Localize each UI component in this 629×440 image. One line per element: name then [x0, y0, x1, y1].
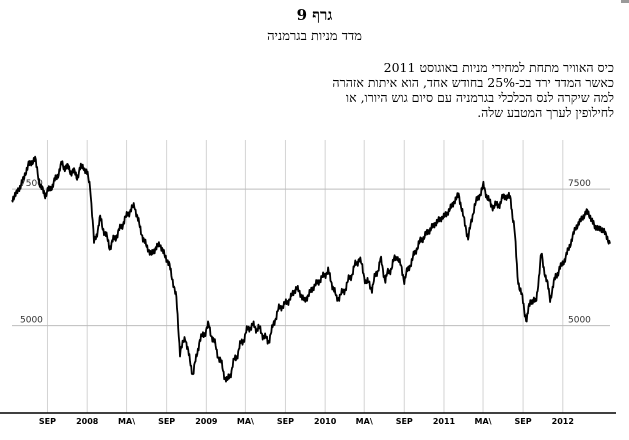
x-tick-label: SEP	[158, 417, 175, 426]
x-tick-label: 2011	[433, 417, 456, 426]
y-tick-label-right: 7500	[568, 179, 591, 189]
caption-line: כיס האוויר מתחת למחירי מניות באוגוסט 201…	[383, 60, 614, 75]
x-tick-label: MA\	[356, 417, 373, 426]
y-tick-label-left: 5000	[20, 316, 43, 326]
caption-line: כאשר המדד ירד בכ-25% בחודש אחד, הוא איתו…	[332, 75, 614, 90]
y-tick-label-left: 7500	[20, 179, 43, 189]
x-tick-label: MA\	[237, 417, 254, 426]
caption-text: כיס האוויר מתחת למחירי מניות באוגוסט 201…	[244, 60, 614, 120]
y-tick-label-right: 5000	[568, 316, 591, 326]
series-line	[11, 155, 611, 383]
x-tick-label: 2009	[195, 417, 218, 426]
caption-line: לחילופין לערך המטבע שלה.	[477, 105, 614, 120]
x-tick-label: SEP	[39, 417, 56, 426]
window-edge-mark	[621, 0, 629, 3]
page-subtitle: מדד מניות בגרמניה	[267, 29, 362, 44]
x-tick-label: MA\	[475, 417, 492, 426]
x-tick-label: SEP	[396, 417, 413, 426]
x-tick-label: 2010	[314, 417, 337, 426]
caption-line: למה שיקרה לנס הכלכלי בגרמניה עם סיום גוש…	[345, 90, 614, 105]
page-title: גרף 9	[296, 6, 333, 24]
x-tick-label: 2008	[76, 417, 99, 426]
x-tick-label: 2012	[552, 417, 574, 426]
x-tick-label: SEP	[515, 417, 532, 426]
x-tick-label: MA\	[118, 417, 135, 426]
x-tick-label: SEP	[277, 417, 294, 426]
